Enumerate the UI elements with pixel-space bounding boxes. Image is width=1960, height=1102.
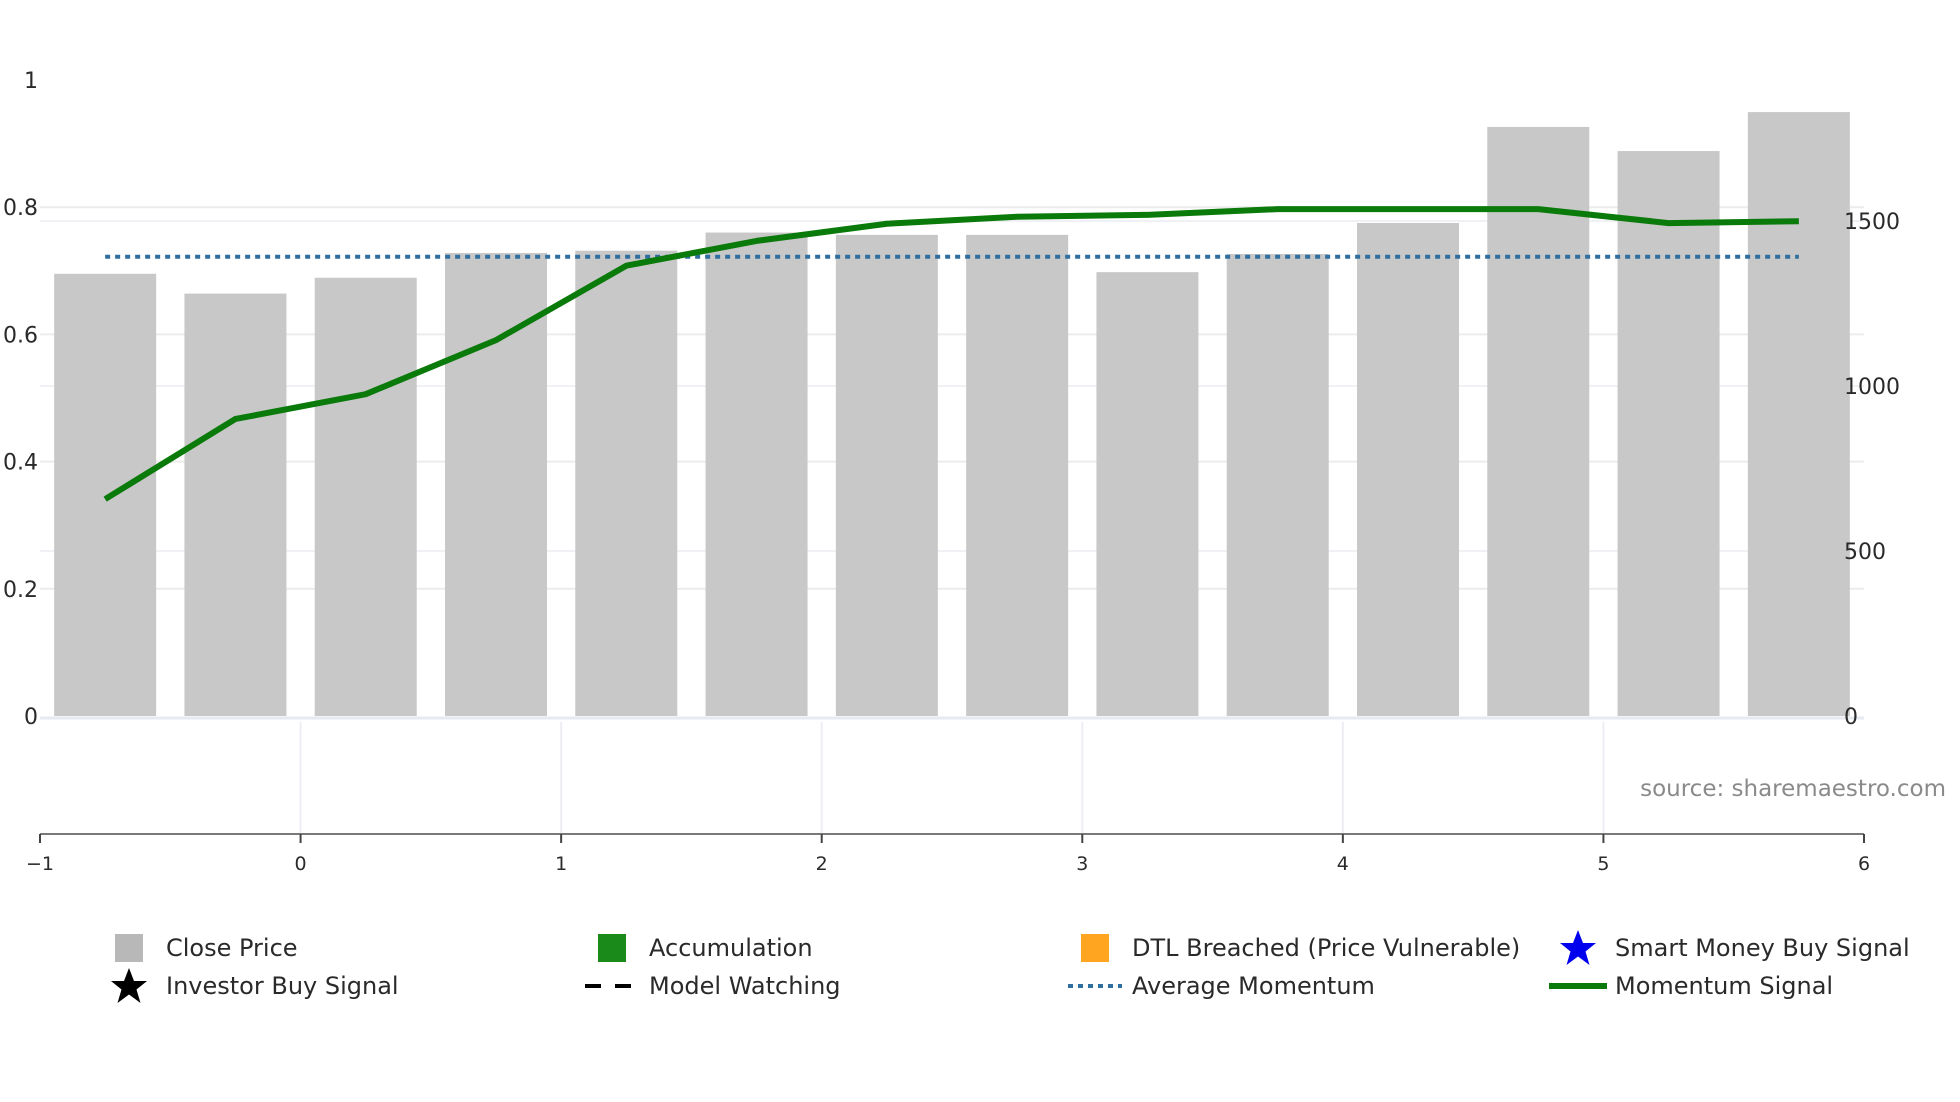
dashed-line-icon (583, 968, 641, 1004)
legend-item-close-price[interactable]: Close Price (100, 930, 298, 966)
y-right-tick-label: 1000 (1844, 375, 1900, 400)
close-price-bar[interactable] (966, 234, 1069, 717)
y-left-tick-label: 0 (24, 705, 38, 730)
legend-item-momentum-signal[interactable]: Momentum Signal (1549, 968, 1833, 1004)
legend-item-smart-money-buy[interactable]: Smart Money Buy Signal (1549, 930, 1910, 966)
y-right-tick-label: 500 (1844, 540, 1886, 565)
close-price-bar[interactable] (184, 293, 287, 716)
legend-item-average-momentum[interactable]: Average Momentum (1066, 968, 1375, 1004)
legend: Close Price Accumulation DTL Breached (P… (100, 930, 1960, 1010)
y-left-tick-label: 0.2 (3, 578, 38, 603)
y-left-tick-label: 0.6 (3, 323, 38, 348)
y-left-tick-label: 0.4 (3, 451, 38, 476)
x-tick-label: 3 (1076, 853, 1088, 875)
y-left-tick-label: 1 (24, 69, 38, 94)
close-price-bar[interactable] (314, 277, 417, 716)
close-price-bar[interactable] (1747, 112, 1850, 717)
legend-label: Smart Money Buy Signal (1615, 934, 1910, 962)
y-left-tick-label: 0.8 (3, 196, 38, 221)
close-price-bar[interactable] (1617, 151, 1720, 717)
close-price-bar[interactable] (445, 253, 547, 716)
green-square-icon (583, 930, 641, 966)
momentum-price-chart: 0 0.2 0.4 0.6 0.8 1 0 500 1000 1500 −1 0 1 2 3 4 5 6 sour… (3, 69, 1946, 875)
close-price-bar[interactable] (1096, 272, 1199, 716)
momentum-signal-path (103, 206, 1799, 502)
blue-star-icon (1549, 930, 1607, 966)
y-right-tick-label: 0 (1844, 705, 1858, 730)
x-tick-label: 2 (816, 853, 828, 875)
black-star-icon (100, 968, 158, 1004)
dotted-line-icon (1066, 968, 1124, 1004)
legend-label: Momentum Signal (1615, 972, 1834, 1000)
legend-label: Close Price (166, 934, 298, 962)
source-annotation: source: sharemaestro.com (1640, 776, 1946, 802)
legend-label: Investor Buy Signal (166, 972, 399, 1000)
close-price-bar[interactable] (1487, 126, 1590, 716)
close-price-bar[interactable] (835, 234, 938, 717)
legend-item-investor-buy[interactable]: Investor Buy Signal (100, 968, 399, 1004)
legend-label: Average Momentum (1132, 972, 1375, 1000)
orange-square-icon (1066, 930, 1124, 966)
legend-item-dtl-breached[interactable]: DTL Breached (Price Vulnerable) (1066, 930, 1520, 966)
x-tick-label: 6 (1858, 853, 1870, 875)
legend-label: DTL Breached (Price Vulnerable) (1132, 934, 1521, 962)
legend-item-model-watching[interactable]: Model Watching (583, 968, 841, 1004)
x-tick-label: 0 (295, 853, 307, 875)
legend-label: Accumulation (649, 934, 813, 962)
gray-square-icon (100, 930, 158, 966)
close-price-bar[interactable] (54, 273, 157, 716)
solid-line-icon (1549, 968, 1607, 1004)
close-price-bars (54, 112, 1850, 717)
momentum-signal-line (103, 206, 1799, 502)
y-right-tick-label: 1500 (1844, 210, 1900, 235)
close-price-bar[interactable] (1357, 222, 1459, 717)
x-tick-label: 1 (555, 853, 567, 875)
x-tick-label: 4 (1337, 853, 1349, 875)
close-price-bar[interactable] (575, 250, 678, 716)
legend-item-accumulation[interactable]: Accumulation (583, 930, 813, 966)
legend-label: Model Watching (649, 972, 841, 1000)
axes: 0 0.2 0.4 0.6 0.8 1 0 500 1000 1500 −1 0 1 2 3 4 5 6 (3, 69, 1900, 875)
x-tick-label: −1 (26, 853, 54, 875)
x-tick-label: 5 (1597, 853, 1609, 875)
close-price-bar[interactable] (1226, 254, 1329, 716)
close-price-bar[interactable] (705, 232, 808, 717)
gridlines (40, 206, 1864, 834)
